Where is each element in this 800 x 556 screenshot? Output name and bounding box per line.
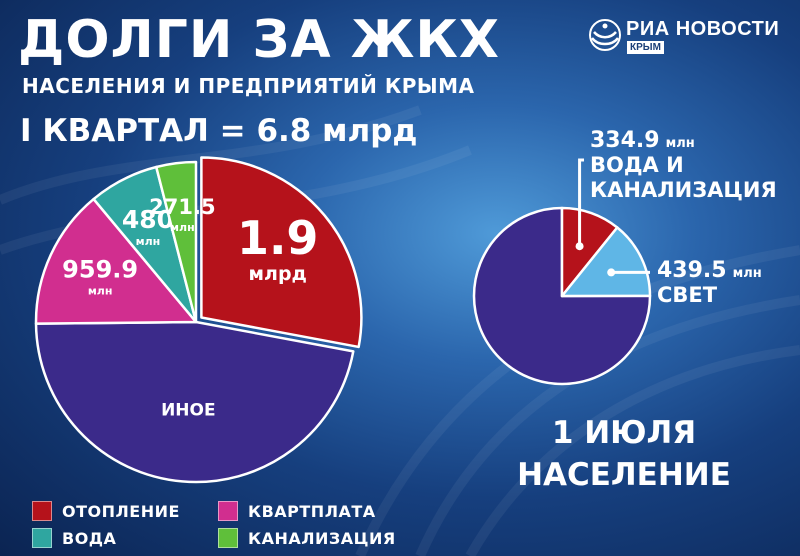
july-date: 1 ИЮЛЯ <box>551 415 697 451</box>
legend-label-water: ВОДА <box>62 528 117 548</box>
pie2-slice-light <box>560 226 652 298</box>
callout-value-light: 439.5 млн <box>657 258 762 283</box>
legend-item-sewage: КАНАЛИЗАЦИЯ <box>218 528 396 548</box>
legend-swatch-water <box>32 528 52 548</box>
slice-value-other: ИНОЕ <box>161 401 216 421</box>
slice-unit-water: млн <box>136 235 161 248</box>
callout-line-water-sewage <box>578 158 584 247</box>
legend-label-heating: ОТОПЛЕНИЕ <box>62 501 180 521</box>
ria-globe-icon <box>589 19 621 51</box>
legend-item-water: ВОДА <box>32 528 116 548</box>
slice-value-rent: 959.9 <box>62 256 138 284</box>
callout-text-light: СВЕТ <box>657 283 718 307</box>
quarter-total: I КВАРТАЛ = 6.8 млрд <box>20 113 418 149</box>
legend-swatch-sewage <box>218 528 238 548</box>
slice-label-sewage: 271.5 млн <box>149 195 215 234</box>
legend-swatch-heating <box>32 501 52 521</box>
slice-unit-heating: млрд <box>249 263 307 285</box>
callout-unit-light: млн <box>733 266 762 281</box>
slice-value-heating: 1.9 <box>237 211 319 265</box>
chart-legend: ОТОПЛЕНИЕ ВОДА КВАРТПЛАТА КАНАЛИЗАЦИЯ <box>32 495 432 555</box>
page-title: ДОЛГИ ЗА ЖКХ <box>18 10 501 70</box>
legend-swatch-rent <box>218 501 238 521</box>
slice-label-other: ИНОЕ <box>161 401 216 421</box>
pie-slice-sewage <box>155 160 198 324</box>
ria-logo: РИА НОВОСТИ КРЫМ <box>588 16 788 56</box>
legend-item-rent: КВАРТПЛАТА <box>218 501 376 521</box>
july-group: НАСЕЛЕНИЕ <box>517 457 731 493</box>
page-subtitle: НАСЕЛЕНИЯ И ПРЕДПРИЯТИЙ КРЫМА <box>22 74 475 98</box>
pie-slice-rent <box>34 197 198 325</box>
callout-unit-water-sewage: млн <box>666 136 695 151</box>
logo-text: РИА НОВОСТИ <box>626 18 780 40</box>
legend-item-heating: ОТОПЛЕНИЕ <box>32 501 180 521</box>
pie-slice-other <box>34 320 355 484</box>
slice-unit-sewage: млн <box>170 221 195 234</box>
callout-value-water-sewage: 334.9 млн <box>590 128 695 153</box>
slice-value-sewage: 271.5 <box>149 195 215 219</box>
logo-badge: КРЫМ <box>627 41 664 54</box>
legend-label-sewage: КАНАЛИЗАЦИЯ <box>248 528 396 548</box>
callout-text-water-sewage-1: ВОДА И <box>590 153 684 177</box>
july-caption: 1 ИЮЛЯ НАСЕЛЕНИЕ <box>504 412 744 496</box>
slice-value-water: 480 <box>122 205 174 234</box>
legend-label-rent: КВАРТПЛАТА <box>248 501 376 521</box>
slice-unit-rent: млн <box>88 285 113 298</box>
callout-text-water-sewage-2: КАНАЛИЗАЦИЯ <box>590 178 777 202</box>
pie-slice-heating <box>200 156 363 349</box>
